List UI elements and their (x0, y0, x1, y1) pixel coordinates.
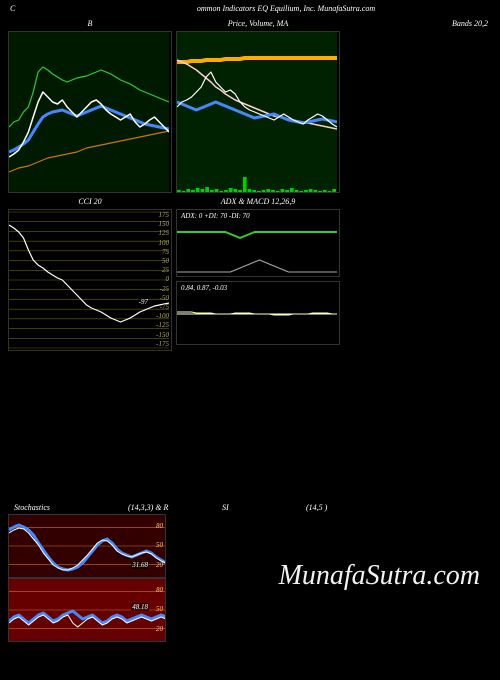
row-2: CCI 20 1751501251007550250-25-50-75-100-… (0, 195, 500, 351)
macd-label: 0.84, 0.87, -0.03 (181, 284, 227, 292)
header-left: C (10, 4, 82, 13)
row-3: 805020 31.68 805020 48.18 (0, 514, 174, 642)
bands-label: Bands 20,2 (344, 17, 492, 31)
adx-chart: ADX: 0 +DI: 70 -DI: 70 (176, 209, 340, 277)
stoch1-value: 31.68 (131, 561, 149, 569)
adx-label: ADX: 0 +DI: 70 -DI: 70 (181, 212, 250, 220)
stoch-title-si: SI (222, 503, 302, 512)
macd-chart: 0.84, 0.87, -0.03 (176, 281, 340, 345)
stoch-title-row: Stochastics (14,3,3) & R SI (14,5 ) (0, 503, 500, 512)
stoch-title-center: (14,3,3) & R (128, 503, 218, 512)
watermark: MunafaSutra.com (279, 560, 480, 592)
cci-chart: 1751501251007550250-25-50-75-100-125-150… (8, 209, 172, 351)
row-1: B Price, Volume, MA Bands 20,2 (0, 17, 500, 193)
stoch1-chart: 805020 31.68 (8, 514, 166, 578)
gap (0, 353, 500, 503)
stoch2-value: 48.18 (131, 603, 149, 611)
price-panel: Price, Volume, MA (176, 17, 340, 193)
cci-panel: CCI 20 1751501251007550250-25-50-75-100-… (8, 195, 172, 351)
adx-macd-panel: ADX & MACD 12,26,9 ADX: 0 +DI: 70 -DI: 7… (176, 195, 340, 351)
bollinger-title: B (8, 17, 172, 31)
price-chart (176, 31, 340, 193)
header-center: ommon Indicators EQ Equilium, Inc. Munaf… (82, 4, 490, 13)
stoch2-chart: 805020 48.18 (8, 578, 166, 642)
cci-value: -97 (138, 298, 149, 306)
stoch-title-right: (14,5 ) (306, 503, 327, 512)
cci-title: CCI 20 (8, 195, 172, 209)
bollinger-panel: B (8, 17, 172, 193)
page-header: C ommon Indicators EQ Equilium, Inc. Mun… (0, 0, 500, 17)
bands-label-panel: Bands 20,2 (344, 17, 492, 193)
bollinger-chart (8, 31, 172, 193)
price-title: Price, Volume, MA (176, 17, 340, 31)
adx-title: ADX & MACD 12,26,9 (176, 195, 340, 209)
stoch-title-left: Stochastics (14, 503, 124, 512)
